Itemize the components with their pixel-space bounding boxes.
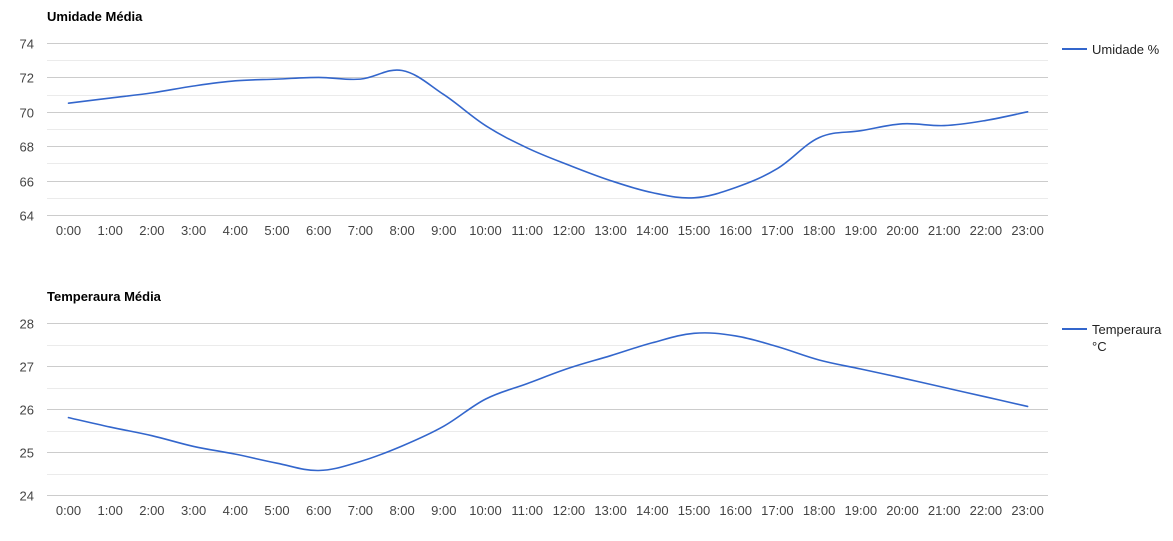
legend-label-line-1: Temperaura	[1092, 322, 1162, 337]
x-tick-label: 14:00	[636, 223, 669, 238]
x-tick-label: 3:00	[181, 223, 206, 238]
y-axis-ticks: 64 66 68 70 72 74	[20, 37, 34, 224]
x-tick-label: 18:00	[803, 223, 836, 238]
humidity-chart: Umidade Média 64 66 68 70 72 74 0:00 1:00 2:00 3…	[0, 0, 1173, 270]
x-tick-label: 3:00	[181, 503, 206, 518]
x-tick-label: 16:00	[719, 503, 752, 518]
legend-label: Umidade %	[1092, 42, 1160, 57]
y-tick-label: 74	[20, 37, 34, 52]
y-tick-label: 72	[20, 71, 34, 86]
x-tick-label: 21:00	[928, 503, 961, 518]
x-tick-label: 13:00	[594, 503, 627, 518]
y-tick-label: 68	[20, 140, 34, 155]
chart-title: Umidade Média	[47, 9, 143, 24]
x-tick-label: 19:00	[845, 223, 878, 238]
minor-gridlines	[47, 61, 1048, 199]
x-tick-label: 20:00	[886, 223, 919, 238]
x-tick-label: 9:00	[431, 223, 456, 238]
x-tick-label: 20:00	[886, 503, 919, 518]
series-group	[69, 70, 1028, 198]
chart-title: Temperaura Média	[47, 289, 162, 304]
x-tick-label: 4:00	[223, 223, 248, 238]
y-tick-label: 28	[20, 317, 34, 332]
x-tick-label: 1:00	[98, 503, 123, 518]
x-tick-label: 2:00	[139, 503, 164, 518]
x-tick-label: 1:00	[98, 223, 123, 238]
x-tick-label: 6:00	[306, 503, 331, 518]
x-tick-label: 7:00	[348, 223, 373, 238]
series-group	[69, 333, 1028, 471]
x-tick-label: 6:00	[306, 223, 331, 238]
gridlines	[47, 324, 1048, 496]
x-tick-label: 9:00	[431, 503, 456, 518]
y-tick-label: 26	[20, 403, 34, 418]
x-tick-label: 10:00	[469, 223, 502, 238]
x-tick-label: 13:00	[594, 223, 627, 238]
x-tick-label: 0:00	[56, 503, 81, 518]
legend[interactable]: Umidade %	[1062, 42, 1160, 57]
temperature-chart: Temperaura Média 24 25 26 27 28 0:00 1:00 2:00…	[0, 270, 1173, 541]
x-tick-label: 12:00	[553, 503, 586, 518]
series-line[interactable]	[69, 70, 1028, 198]
x-tick-label: 11:00	[511, 503, 543, 518]
y-axis-ticks: 24 25 26 27 28	[20, 317, 34, 504]
x-tick-label: 10:00	[469, 503, 502, 518]
x-tick-label: 23:00	[1011, 223, 1044, 238]
y-tick-label: 24	[20, 489, 34, 504]
x-axis-ticks: 0:00 1:00 2:00 3:00 4:00 5:00 6:00 7:00 8:00 9:00…	[56, 503, 1044, 518]
x-tick-label: 17:00	[761, 503, 794, 518]
legend[interactable]: Temperaura °C	[1062, 322, 1162, 354]
x-axis-ticks: 0:00 1:00 2:00 3:00 4:00 5:00 6:00 7:00 8:00 9:00…	[56, 223, 1044, 238]
x-tick-label: 18:00	[803, 503, 836, 518]
x-tick-label: 12:00	[553, 223, 586, 238]
x-tick-label: 11:00	[511, 223, 543, 238]
x-tick-label: 16:00	[719, 223, 752, 238]
legend-label-line-2: °C	[1092, 339, 1107, 354]
x-tick-label: 5:00	[264, 503, 289, 518]
y-tick-label: 70	[20, 106, 34, 121]
x-tick-label: 2:00	[139, 223, 164, 238]
x-tick-label: 7:00	[348, 503, 373, 518]
x-tick-label: 8:00	[389, 503, 414, 518]
x-tick-label: 15:00	[678, 503, 711, 518]
x-tick-label: 23:00	[1011, 503, 1044, 518]
x-tick-label: 0:00	[56, 223, 81, 238]
x-tick-label: 17:00	[761, 223, 794, 238]
y-tick-label: 64	[20, 209, 34, 224]
series-line[interactable]	[69, 333, 1028, 471]
x-tick-label: 5:00	[264, 223, 289, 238]
x-tick-label: 21:00	[928, 223, 961, 238]
x-tick-label: 4:00	[223, 503, 248, 518]
x-tick-label: 19:00	[845, 503, 878, 518]
x-tick-label: 14:00	[636, 503, 669, 518]
x-tick-label: 15:00	[678, 223, 711, 238]
x-tick-label: 22:00	[970, 223, 1003, 238]
y-tick-label: 27	[20, 360, 34, 375]
y-tick-label: 66	[20, 175, 34, 190]
x-tick-label: 22:00	[970, 503, 1003, 518]
x-tick-label: 8:00	[389, 223, 414, 238]
y-tick-label: 25	[20, 446, 34, 461]
